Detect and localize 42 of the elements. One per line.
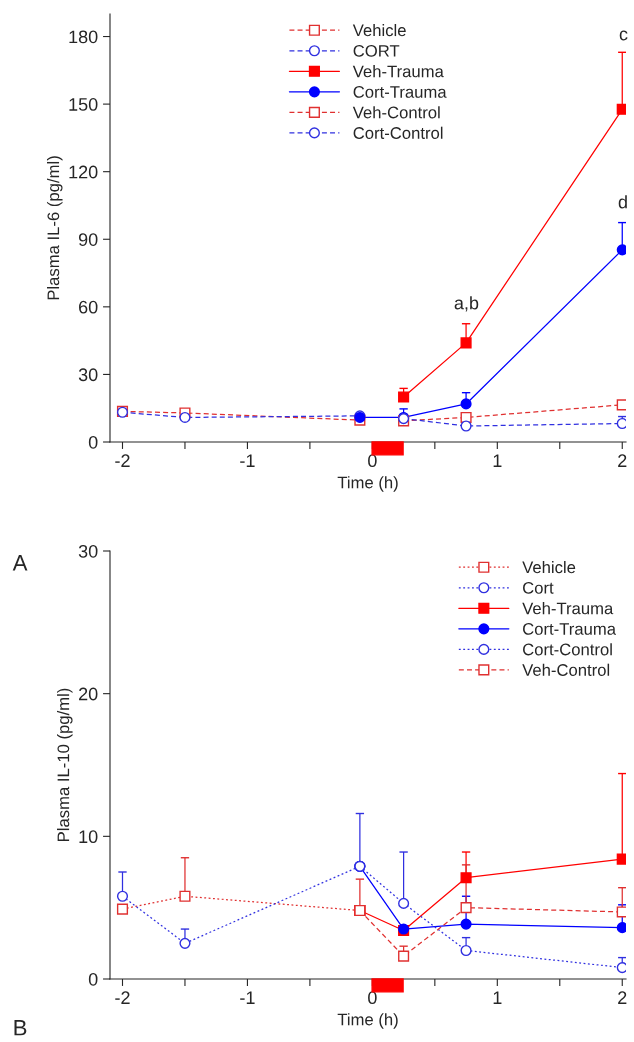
x-tick-label: 0 xyxy=(368,454,377,468)
legend-label: Cort-Control xyxy=(353,126,443,139)
legend-label: CORT xyxy=(353,44,400,57)
y-tick-label: 0 xyxy=(88,435,98,449)
annotation: c xyxy=(619,30,628,41)
y-tick-label: 10 xyxy=(79,830,98,844)
x-tick-label: 2 xyxy=(618,454,627,467)
y-tick-label: 60 xyxy=(79,300,98,314)
text: B xyxy=(14,1020,27,1036)
x-tick-label: -2 xyxy=(115,454,130,467)
y-tick-label: 30 xyxy=(78,368,98,382)
legend-label: Vehicle xyxy=(522,561,576,574)
legend-label: Cort-Trauma xyxy=(523,623,617,635)
text: A xyxy=(12,555,28,571)
annotation: a,b xyxy=(454,296,479,312)
x-tick-label: 1 xyxy=(493,454,502,467)
legend-label: Cort-Control xyxy=(523,643,612,656)
x-axis-title: Time (h) xyxy=(337,1013,398,1029)
legend-label: Cort-Trauma xyxy=(353,86,447,98)
y-tick-label: 30 xyxy=(78,544,98,558)
y-tick-label: 150 xyxy=(69,98,98,111)
legend-label: Veh-Trauma xyxy=(522,602,614,615)
y-axis-title: Plasma IL-10 (pg/ml) xyxy=(57,688,73,841)
legend-label: Veh-Control xyxy=(352,106,440,119)
legend-label: Vehicle xyxy=(352,24,406,37)
x-axis-title: Time (h) xyxy=(337,476,398,492)
x-tick-label: -2 xyxy=(115,991,130,1004)
annotation: d xyxy=(618,195,627,209)
x-tick-label: 0 xyxy=(368,991,377,1005)
x-tick-label: 1 xyxy=(493,991,502,1004)
y-axis-title: Plasma IL-6 (pg/ml) xyxy=(46,156,63,300)
x-tick-label: -1 xyxy=(240,991,255,1004)
x-tick-label: 2 xyxy=(618,991,627,1004)
y-tick-label: 180 xyxy=(69,30,98,44)
legend-label: Veh-Control xyxy=(522,663,610,676)
x-tick-label: -1 xyxy=(240,454,255,467)
y-tick-label: 120 xyxy=(69,165,98,179)
legend-label: Veh-Trauma xyxy=(352,65,444,78)
legend-label: Cort xyxy=(523,581,554,594)
y-tick-label: 0 xyxy=(88,972,98,986)
y-tick-label: 20 xyxy=(79,687,98,701)
y-tick-label: 90 xyxy=(78,233,98,246)
